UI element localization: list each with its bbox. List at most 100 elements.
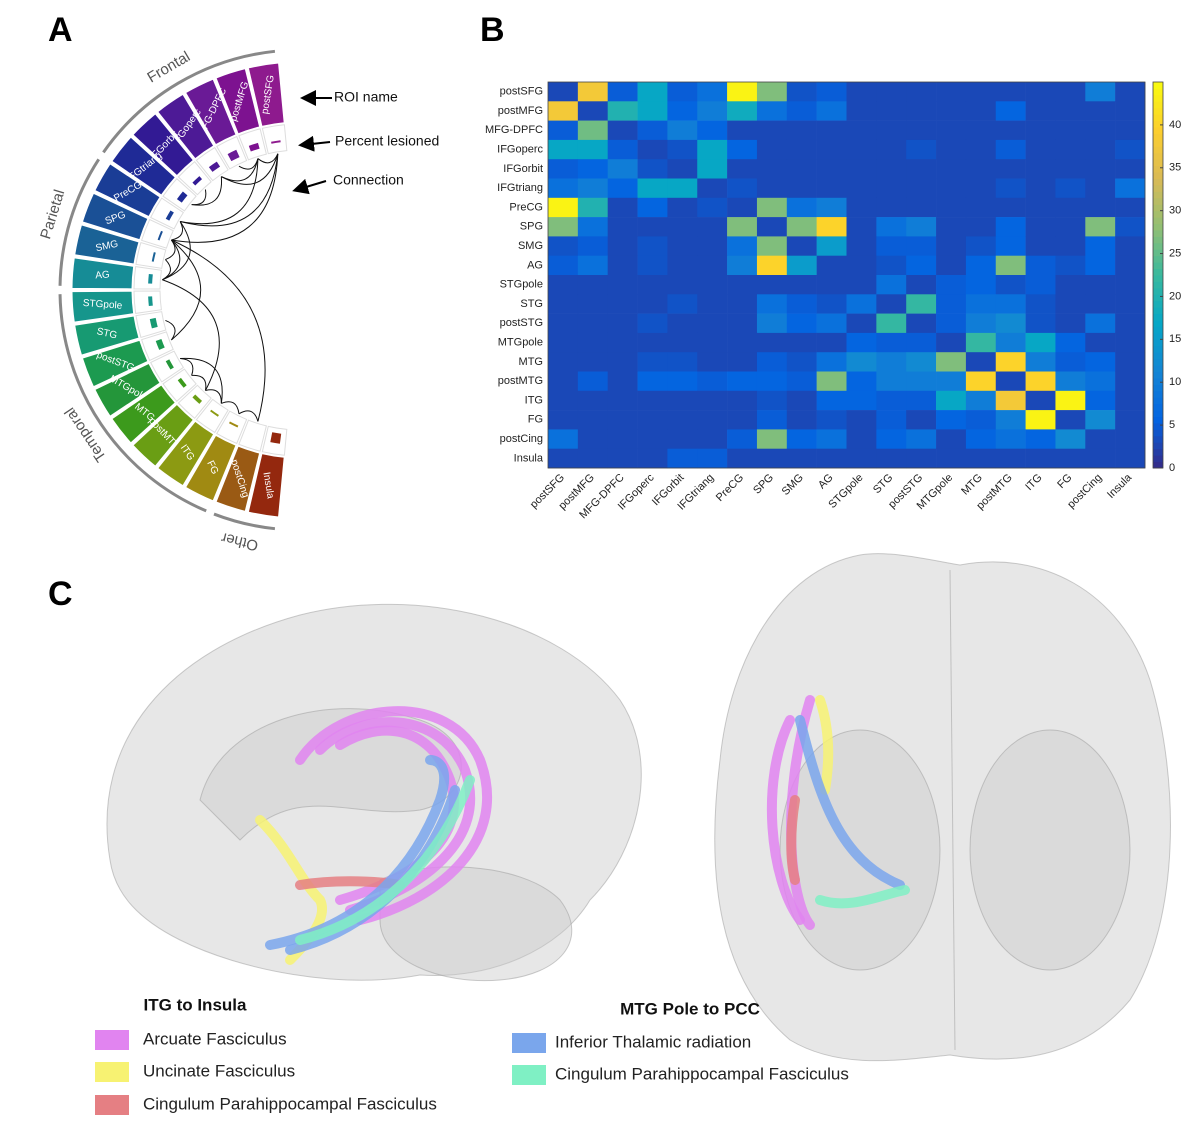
heatmap-cell — [936, 178, 967, 199]
colorbar-segment — [1153, 88, 1163, 96]
heatmap-cell — [577, 313, 608, 334]
colorbar-segment — [1153, 429, 1163, 437]
heatmap-cell — [697, 197, 728, 218]
colorbar-segment — [1153, 197, 1163, 205]
heatmap-cell — [1085, 139, 1116, 160]
roi-segment — [247, 62, 285, 127]
heatmap-cell — [1025, 371, 1056, 392]
column-label: SPG — [751, 472, 776, 497]
tract — [766, 715, 805, 925]
row-label: postMTG — [498, 375, 543, 387]
heatmap-cell — [786, 159, 817, 179]
heatmap-cell — [846, 178, 877, 199]
heatmap-cell — [1085, 82, 1116, 102]
row-label: FG — [528, 414, 543, 426]
heatmap-cell — [577, 139, 608, 160]
tract — [815, 695, 834, 795]
lesion-bar — [248, 142, 260, 152]
heatmap-cell — [1055, 448, 1086, 469]
heatmap-cell — [995, 120, 1026, 141]
column-label: Insula — [1105, 471, 1135, 501]
heatmap-cell — [876, 371, 907, 392]
heatmap-cell — [995, 101, 1026, 121]
heatmap-cell — [816, 217, 847, 237]
heatmap-cell — [786, 352, 817, 372]
heatmap-cell — [637, 313, 668, 334]
heatmap-cell — [607, 332, 638, 353]
heatmap-cell — [727, 294, 758, 314]
heatmap-cell — [1025, 101, 1056, 121]
heatmap-cell — [756, 294, 788, 314]
connection — [221, 158, 259, 182]
heatmap-cell — [637, 82, 668, 102]
heatmap-cell — [906, 448, 937, 469]
heatmap-cell — [816, 313, 847, 334]
heatmap-cell — [936, 159, 967, 179]
heatmap-cell — [1055, 352, 1086, 372]
colorbar-segment — [1153, 403, 1163, 411]
heatmap-cell — [816, 82, 847, 102]
colorbar-segment — [1153, 352, 1163, 360]
heatmap-cell — [786, 390, 817, 411]
heatmap-cell — [1115, 448, 1146, 469]
heatmap-cell — [876, 159, 907, 179]
heatmap-cell — [727, 236, 758, 256]
heatmap-cell — [548, 178, 579, 199]
row-label: STG — [520, 298, 543, 310]
panel-label: B — [480, 11, 505, 49]
heatmap-cell — [1025, 217, 1056, 237]
heatmap-cell — [965, 448, 997, 469]
heatmap-cell — [667, 217, 698, 237]
connection — [162, 221, 191, 281]
roi-segment — [71, 257, 135, 290]
heatmap-cell — [906, 139, 937, 160]
heatmap-cell — [548, 390, 579, 411]
colorbar-label: 20 — [1169, 290, 1181, 302]
group-label: Frontal — [144, 48, 193, 86]
colorbar-segment — [1153, 358, 1163, 366]
heatmap-cell — [876, 236, 907, 256]
roi-segment — [74, 315, 140, 356]
colorbar-segment — [1153, 229, 1163, 237]
colorbar-segment — [1153, 210, 1163, 218]
heatmap-cell — [1085, 429, 1116, 449]
heatmap-cell — [846, 217, 877, 237]
heatmap-cell — [637, 178, 668, 199]
heatmap-cell — [697, 275, 728, 295]
lesion-bar — [270, 432, 282, 444]
heatmap-cell — [667, 178, 698, 199]
heatmap-cell — [697, 236, 728, 256]
heatmap-cell — [756, 82, 788, 102]
row-label: SPG — [520, 221, 543, 233]
heatmap-cell — [637, 332, 668, 353]
legend-title: ITG to Insula — [144, 995, 247, 1014]
heatmap-cell — [1025, 332, 1056, 353]
lesion-cell — [140, 331, 174, 362]
heatmap-cell — [697, 217, 728, 237]
heatmap-cell — [1055, 120, 1086, 141]
group-arc — [58, 158, 100, 286]
heatmap-cell — [667, 159, 698, 179]
heatmap-cell — [577, 255, 608, 276]
roi-label: STG — [96, 326, 119, 341]
heatmap-cell — [965, 82, 997, 102]
lesion-cell — [195, 146, 229, 182]
lesion-cell — [150, 350, 185, 383]
heatmap-cell — [1115, 255, 1146, 276]
heatmap-cell — [786, 294, 817, 314]
colorbar-segment — [1153, 461, 1163, 469]
colorbar-segment — [1153, 120, 1163, 128]
colorbar-segment — [1153, 448, 1163, 456]
heatmap-cell — [1115, 120, 1146, 141]
heatmap-cell — [637, 390, 668, 411]
heatmap-cell — [727, 159, 758, 179]
heatmap-cell — [1115, 275, 1146, 295]
roi-segment — [247, 453, 285, 518]
heatmap-cell — [577, 236, 608, 256]
connection — [165, 319, 176, 341]
heatmap-cell — [548, 352, 579, 372]
heatmap-cell — [1055, 255, 1086, 276]
heatmap-cell — [965, 390, 997, 411]
colorbar-segment — [1153, 114, 1163, 122]
heatmap-cell — [667, 371, 698, 392]
